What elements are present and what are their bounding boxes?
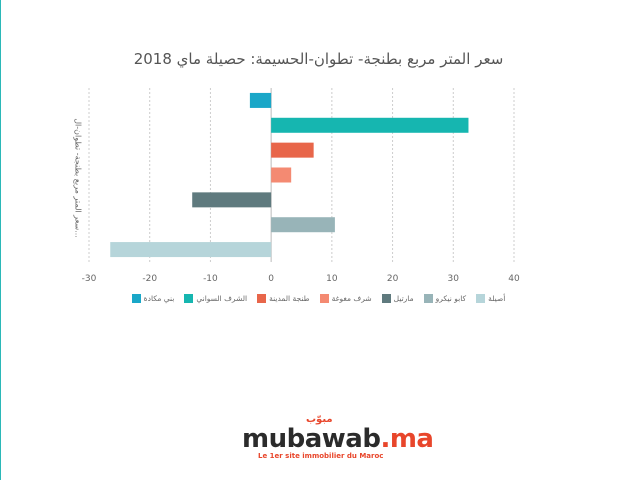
legend-item: أصيلة <box>476 294 505 303</box>
x-tick-label: 0 <box>268 274 274 284</box>
x-tick-label: 20 <box>387 274 399 284</box>
legend-item: كابو نيكرو <box>423 294 467 303</box>
bar-5 <box>271 217 335 233</box>
legend-label: طنجة المدينة <box>269 294 310 303</box>
bar-1 <box>271 117 469 133</box>
bar-6 <box>110 242 272 258</box>
legend-label: بني مكادة <box>143 294 175 303</box>
bar-4 <box>192 192 272 208</box>
x-tick-label: 40 <box>508 274 520 284</box>
bar-3 <box>271 167 292 183</box>
legend-swatch <box>423 294 433 303</box>
legend-label: شرف مغوغة <box>331 294 372 303</box>
logo-main: mubawab <box>242 424 381 454</box>
bar-2 <box>271 142 314 158</box>
legend-item: الشرف السواني <box>184 294 247 303</box>
x-tick-label: -30 <box>82 274 97 284</box>
legend-label: الشرف السواني <box>196 294 248 303</box>
mubawab-logo: mubawab.ma <box>242 424 434 454</box>
legend-label: كابو نيكرو <box>435 294 467 303</box>
legend-item: طنجة المدينة <box>257 294 310 303</box>
legend-swatch <box>319 294 329 303</box>
left-edge-line <box>0 0 1 480</box>
legend: بني مكادة الشرف السواني طنجة المدينة شرف مغ… <box>0 294 637 303</box>
legend-item: بني مكادة <box>131 294 175 303</box>
grid-lines <box>88 88 515 262</box>
legend-swatch <box>381 294 391 303</box>
legend-item: شرف مغوغة <box>319 294 372 303</box>
x-tick-label: -10 <box>203 274 218 284</box>
x-tick-label: 30 <box>448 274 460 284</box>
legend-item: مارتيل <box>381 294 414 303</box>
logo-suffix: .ma <box>380 424 434 454</box>
legend-swatch <box>184 294 194 303</box>
legend-swatch <box>131 294 141 303</box>
legend-swatch <box>476 294 486 303</box>
bars <box>110 92 469 258</box>
x-tick-label: -20 <box>142 274 157 284</box>
logo-arabic: مبوّب <box>306 414 333 425</box>
legend-label: أصيلة <box>488 294 506 303</box>
legend-swatch <box>257 294 267 303</box>
chart-title: سعر المتر مربع بطنجة- تطوان-الحسيمة: حصي… <box>133 50 504 68</box>
bar-0 <box>249 92 272 108</box>
legend-label: مارتيل <box>393 294 414 303</box>
x-tick-label: 10 <box>326 274 338 284</box>
x-tick-labels: -30 -20 -10 0 10 20 30 40 <box>82 274 520 284</box>
logo-tagline: Le 1er site immobilier du Maroc <box>258 452 384 460</box>
